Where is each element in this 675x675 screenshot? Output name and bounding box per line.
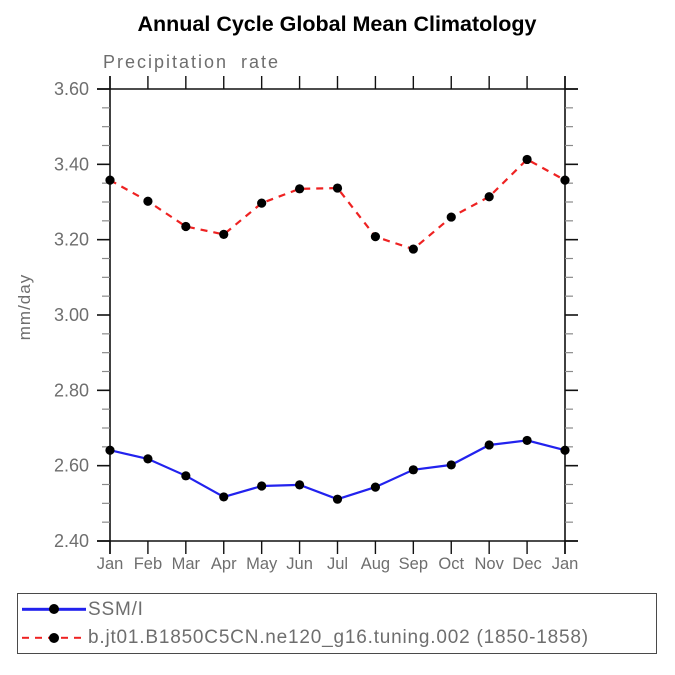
- x-tick-label: Aug: [361, 555, 390, 573]
- data-point: [370, 232, 381, 242]
- legend-row-ssmi: SSM/I: [18, 596, 656, 622]
- legend-ssmi-swatch: [22, 603, 86, 615]
- y-tick-label: 2.60: [54, 456, 89, 476]
- data-point: [219, 229, 229, 239]
- series-lines: [109, 158, 566, 501]
- y-tick-label: 3.00: [54, 305, 89, 325]
- data-point: [484, 192, 494, 202]
- data-point: [294, 480, 305, 490]
- data-point: [332, 183, 343, 193]
- series-data-points: [105, 154, 570, 504]
- y-axis-tick-labels: 2.40 2.60 2.80 3.00 3.20 3.40 3.60: [54, 79, 89, 551]
- legend-label-ssmi: SSM/I: [88, 598, 144, 620]
- data-point: [560, 445, 570, 455]
- plot-frame: [97, 76, 578, 554]
- legend-row-model: b.jt01.B1850C5CN.ne120_g16.tuning.002 (1…: [18, 625, 656, 651]
- x-tick-label: Mar: [172, 555, 201, 573]
- legend-model-swatch: [22, 632, 86, 644]
- x-tick-label: Jul: [327, 555, 348, 573]
- y-tick-label: 3.60: [54, 79, 89, 99]
- y-tick-label: 3.20: [54, 230, 89, 250]
- data-point: [257, 481, 267, 491]
- ssmi-marker-dot-icon: [49, 604, 59, 615]
- model-marker-dot-icon: [49, 632, 59, 643]
- x-tick-label: Jan: [97, 555, 124, 573]
- legend: SSM/I b.jt01.B1850C5CN.ne120_g16.tuning.…: [17, 593, 657, 654]
- chart-title: Annual Cycle Global Mean Climatology: [137, 12, 536, 36]
- y-tick-label: 2.80: [54, 380, 89, 400]
- legend-label-model: b.jt01.B1850C5CN.ne120_g16.tuning.002 (1…: [88, 627, 589, 649]
- x-tick-label: May: [246, 555, 278, 573]
- data-point: [105, 175, 115, 185]
- data-point: [294, 184, 305, 194]
- data-point: [370, 482, 381, 492]
- data-point: [143, 454, 153, 464]
- y-axis-label: mm/day: [15, 274, 34, 340]
- x-axis-tick-labels: Jan Feb Mar Apr May Jun Jul Aug Sep Oct Nov Dec Jan: [97, 555, 579, 573]
- x-tick-label: Dec: [512, 555, 541, 573]
- x-tick-label: Apr: [211, 555, 237, 573]
- chart-subtitle: Precipitation rate: [103, 52, 280, 72]
- data-point: [522, 154, 532, 165]
- data-point: [446, 212, 456, 222]
- data-point: [408, 244, 418, 254]
- data-point: [257, 198, 267, 208]
- y-axis-major-ticks: [97, 88, 578, 542]
- x-tick-label: Jan: [552, 555, 579, 573]
- data-point: [105, 445, 115, 455]
- data-point: [332, 494, 343, 504]
- data-point: [408, 465, 418, 475]
- data-point: [219, 492, 229, 502]
- y-tick-label: 3.40: [54, 154, 89, 174]
- x-axis-month-ticks: [109, 76, 566, 554]
- data-point: [143, 196, 153, 206]
- x-tick-label: Oct: [438, 555, 464, 573]
- x-tick-label: Nov: [474, 555, 504, 573]
- data-point: [181, 221, 191, 232]
- y-tick-label: 2.40: [54, 531, 89, 551]
- series-line-1: [109, 158, 566, 251]
- y-axis-minor-ticks: [102, 107, 573, 523]
- x-tick-label: Jun: [286, 555, 313, 573]
- x-tick-label: Sep: [399, 555, 428, 573]
- series-line-0: [109, 439, 566, 501]
- data-point: [181, 471, 191, 481]
- data-point: [560, 175, 570, 185]
- x-tick-label: Feb: [134, 555, 162, 573]
- data-point: [446, 460, 456, 470]
- data-point: [522, 435, 532, 446]
- data-point: [484, 440, 494, 450]
- annual-cycle-chart: Annual Cycle Global Mean Climatology Pre…: [15, 12, 579, 573]
